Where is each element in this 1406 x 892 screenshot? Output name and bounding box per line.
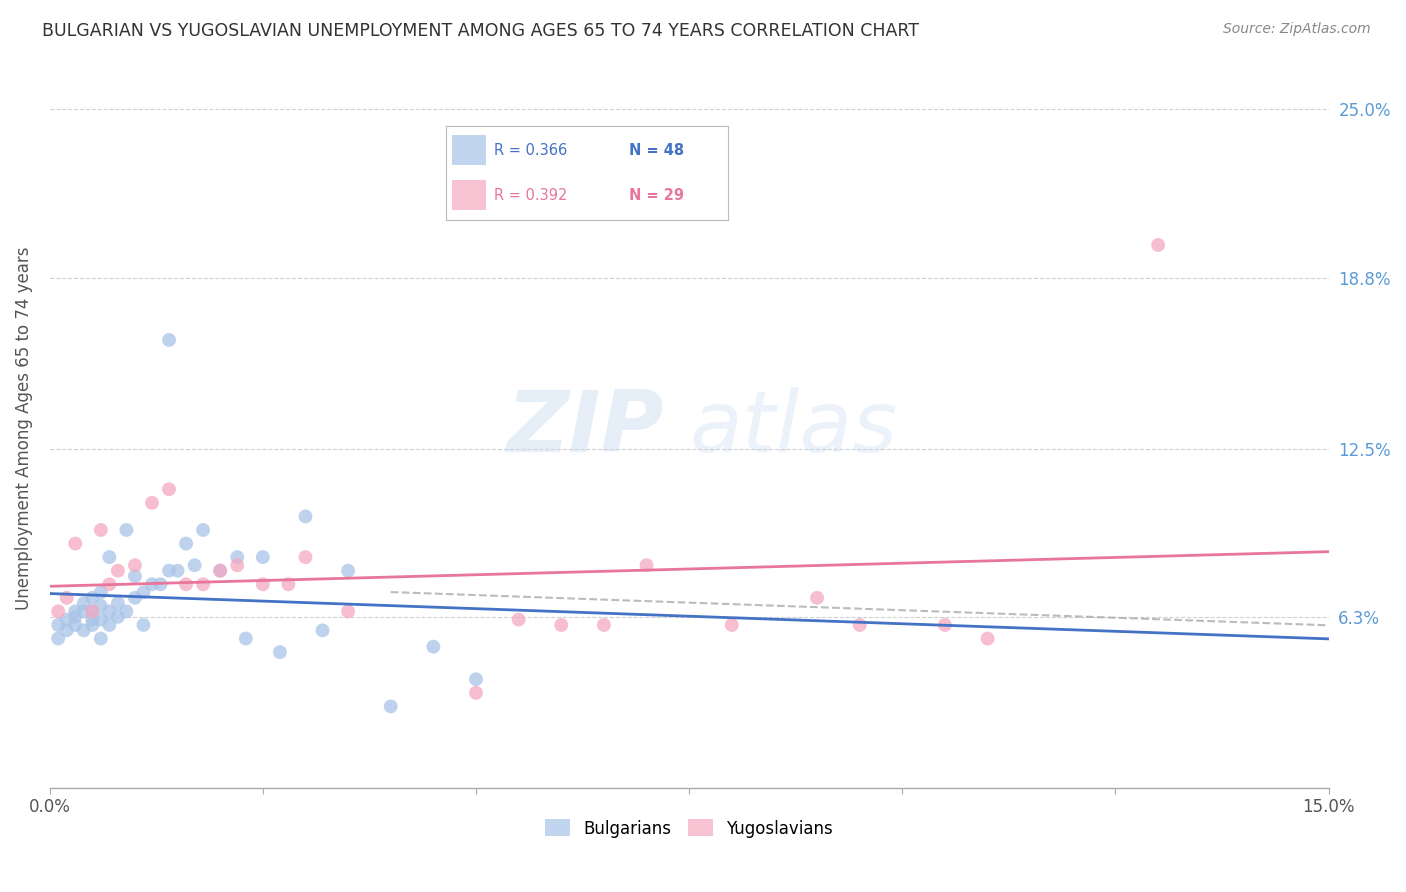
Point: [82, 613, 104, 627]
Point: [209, 564, 232, 578]
Point: [132, 618, 155, 632]
Point: [1147, 238, 1170, 252]
Point: [235, 632, 257, 646]
Point: [90, 523, 112, 537]
Point: [82, 604, 104, 618]
Point: [73, 604, 96, 618]
Point: [934, 618, 956, 632]
Point: [46, 632, 69, 646]
Point: [65, 618, 87, 632]
Point: [422, 640, 444, 654]
Point: [157, 333, 180, 347]
Point: [46, 604, 69, 618]
Legend: Bulgarians, Yugoslavians: Bulgarians, Yugoslavians: [538, 813, 839, 844]
Point: [252, 550, 274, 565]
Point: [252, 577, 274, 591]
Point: [82, 591, 104, 605]
Point: [191, 577, 214, 591]
Point: [115, 523, 138, 537]
Point: [226, 558, 249, 573]
Point: [73, 596, 96, 610]
Point: [90, 613, 112, 627]
Point: [107, 564, 129, 578]
Point: [277, 577, 299, 591]
Point: [90, 632, 112, 646]
Y-axis label: Unemployment Among Ages 65 to 74 years: Unemployment Among Ages 65 to 74 years: [15, 246, 32, 610]
Text: Source: ZipAtlas.com: Source: ZipAtlas.com: [1223, 22, 1371, 37]
Point: [141, 496, 163, 510]
Point: [157, 564, 180, 578]
Point: [141, 577, 163, 591]
Point: [191, 523, 214, 537]
Point: [107, 610, 129, 624]
Point: [508, 613, 530, 627]
Point: [124, 591, 146, 605]
Point: [209, 564, 232, 578]
Point: [149, 577, 172, 591]
Point: [465, 673, 488, 687]
Point: [806, 591, 828, 605]
Point: [82, 618, 104, 632]
Point: [226, 550, 249, 565]
Point: [174, 536, 197, 550]
Point: [848, 618, 870, 632]
Point: [65, 536, 87, 550]
Point: [124, 558, 146, 573]
Point: [294, 509, 316, 524]
Point: [337, 604, 360, 618]
Point: [269, 645, 291, 659]
Point: [73, 624, 96, 638]
Text: BULGARIAN VS YUGOSLAVIAN UNEMPLOYMENT AMONG AGES 65 TO 74 YEARS CORRELATION CHAR: BULGARIAN VS YUGOSLAVIAN UNEMPLOYMENT AM…: [42, 22, 920, 40]
Point: [90, 585, 112, 599]
Point: [174, 577, 197, 591]
Point: [55, 613, 77, 627]
Point: [107, 596, 129, 610]
Point: [98, 550, 121, 565]
Point: [55, 591, 77, 605]
Point: [115, 604, 138, 618]
Text: ZIP: ZIP: [506, 386, 664, 470]
Text: atlas: atlas: [689, 386, 897, 470]
Point: [380, 699, 402, 714]
Point: [183, 558, 205, 573]
Point: [157, 482, 180, 496]
Point: [82, 604, 104, 618]
Point: [124, 569, 146, 583]
Point: [976, 632, 998, 646]
Point: [132, 585, 155, 599]
Point: [98, 604, 121, 618]
Point: [550, 618, 572, 632]
Point: [311, 624, 333, 638]
Point: [294, 550, 316, 565]
Point: [65, 604, 87, 618]
Point: [337, 564, 360, 578]
Point: [166, 564, 188, 578]
Point: [465, 686, 488, 700]
Point: [46, 618, 69, 632]
Point: [65, 610, 87, 624]
Point: [55, 624, 77, 638]
Point: [98, 618, 121, 632]
Point: [98, 577, 121, 591]
Point: [720, 618, 742, 632]
Point: [636, 558, 658, 573]
Point: [90, 599, 112, 613]
Point: [593, 618, 616, 632]
